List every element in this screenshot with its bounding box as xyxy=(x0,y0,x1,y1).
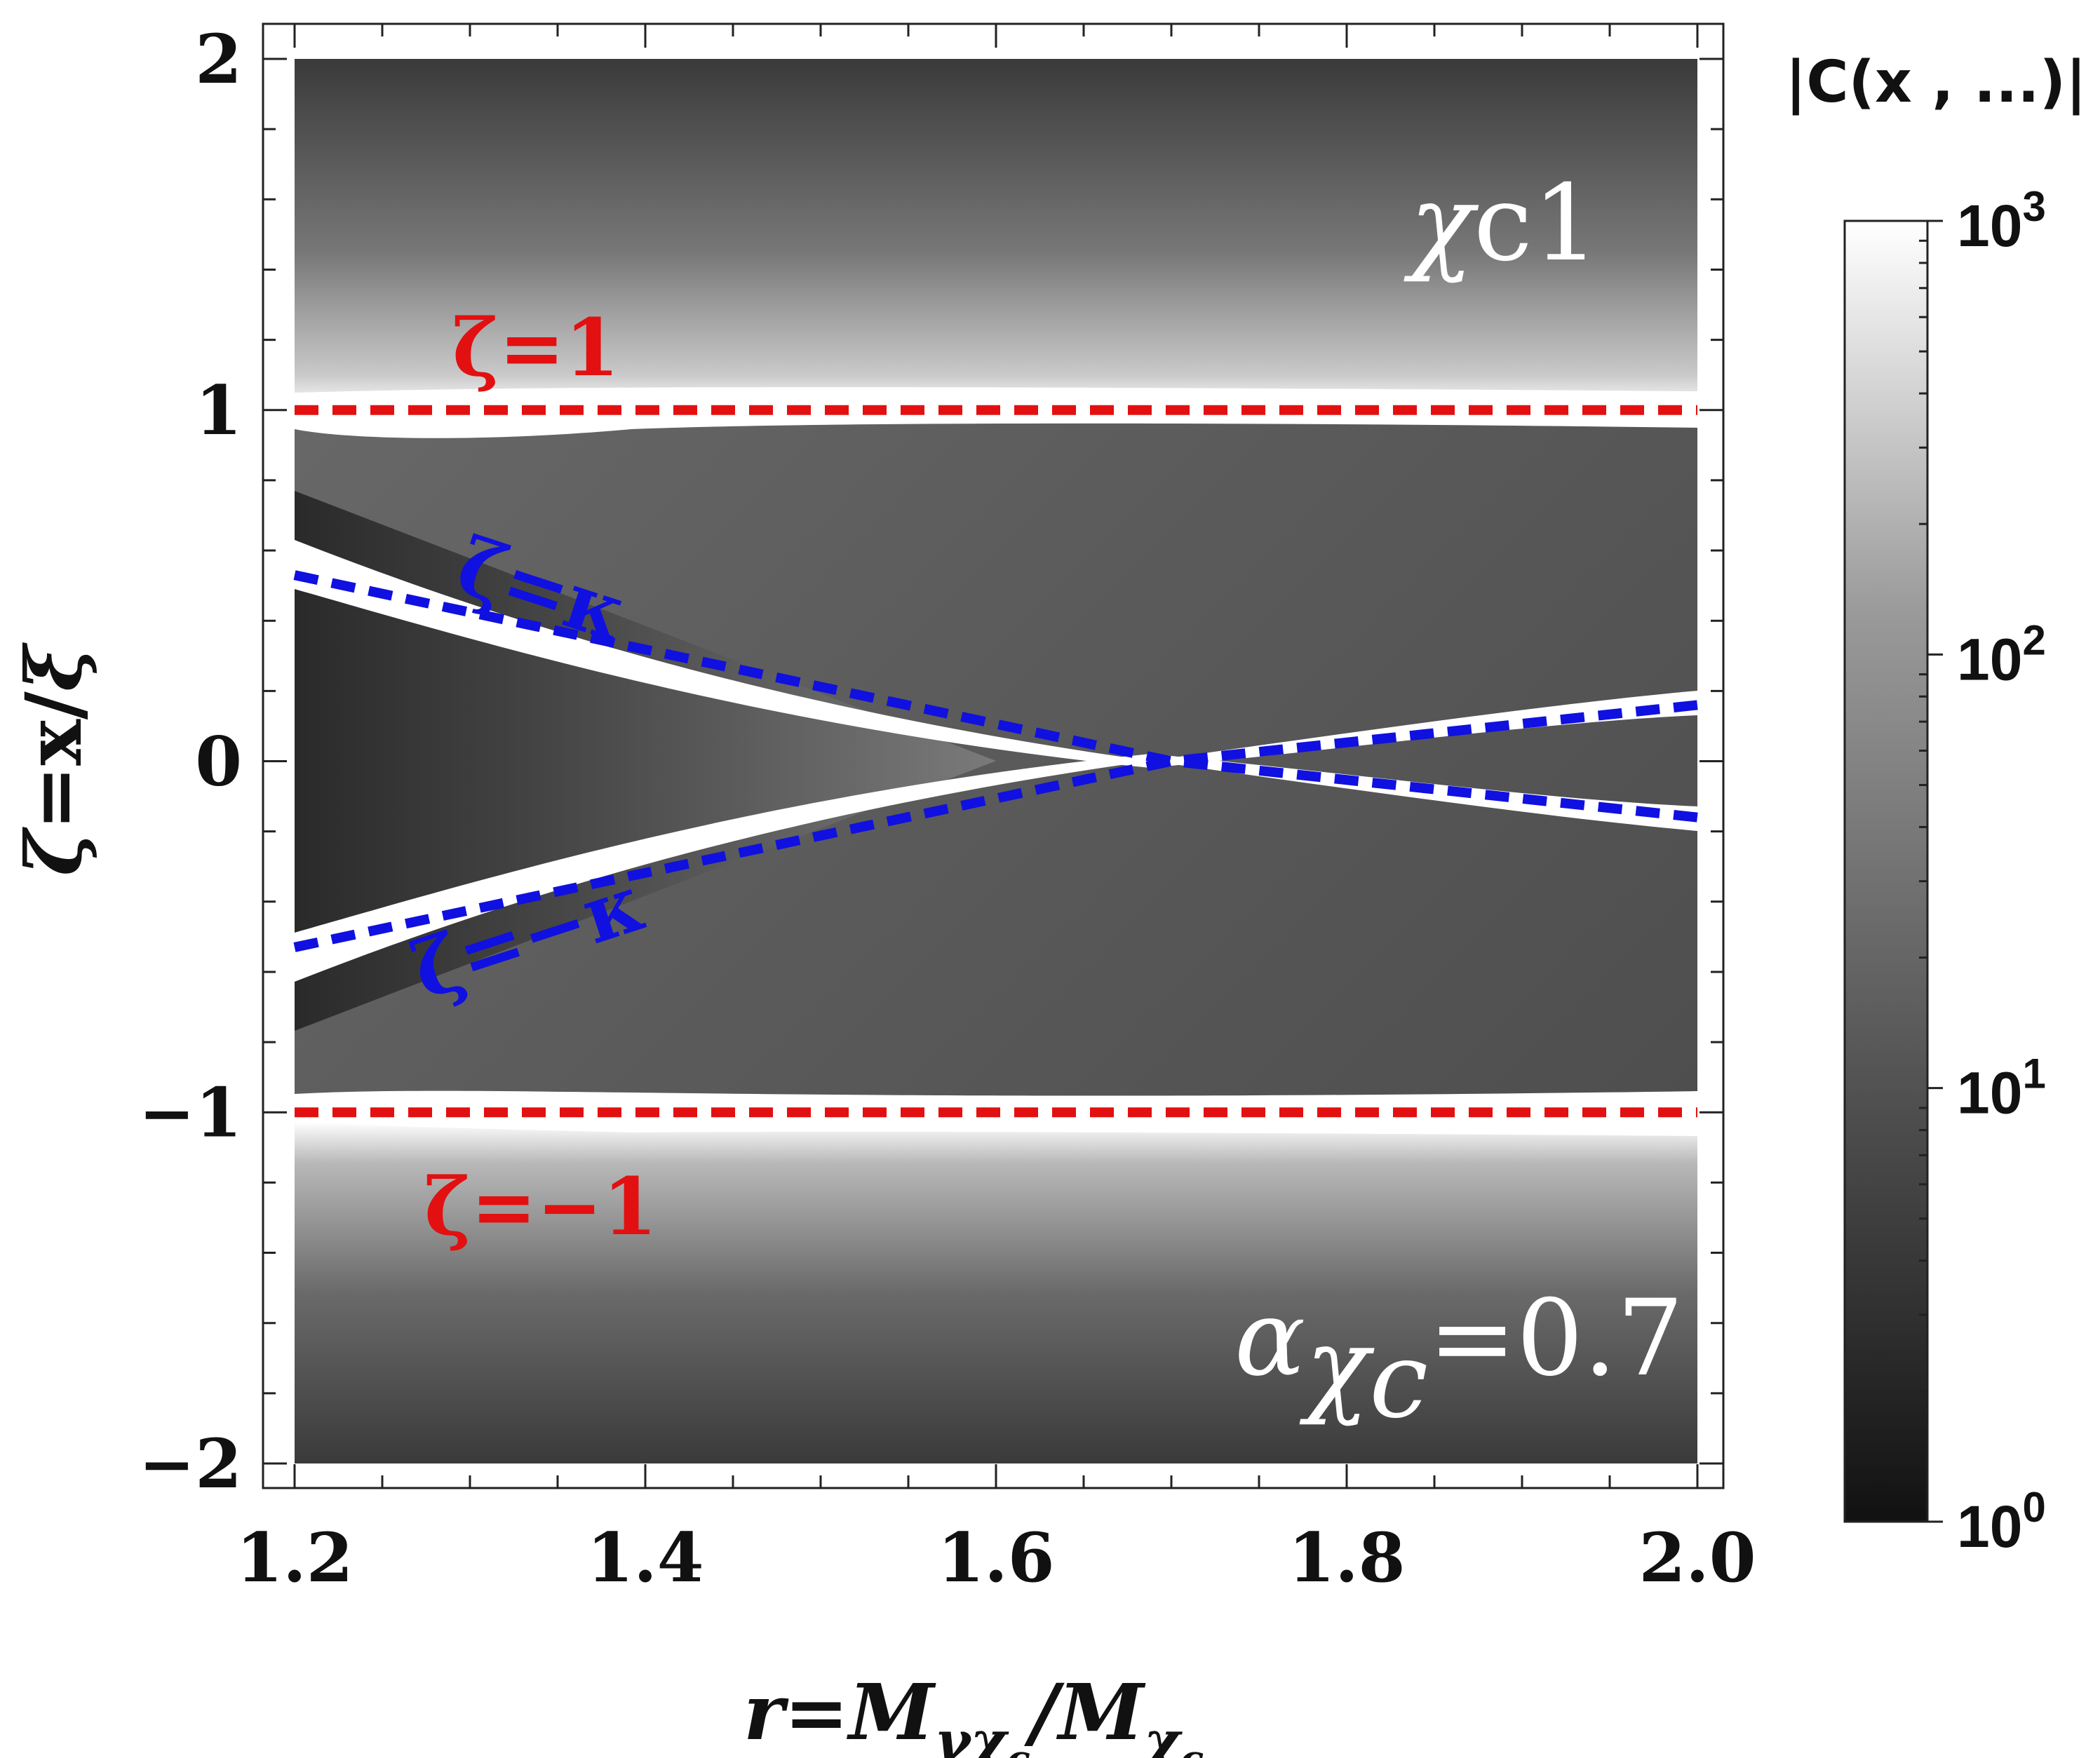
colorbar-tick-label-0: 100 xyxy=(1957,1484,2046,1560)
x-tick-label-3: 1.8 xyxy=(1288,1518,1405,1597)
y-ticks: 2 1 0 −1 −2 xyxy=(139,20,1723,1503)
y-tick-label-2: 0 xyxy=(195,722,242,802)
y-tick-label-4: −2 xyxy=(139,1424,242,1503)
y-tick-label-1: 1 xyxy=(195,371,242,450)
annotation-zeta-minus-1: ζ=−1 xyxy=(424,1161,657,1253)
colorbar-title: |C(x , ...)| xyxy=(1785,49,2087,116)
colorbar-tick-label-1: 101 xyxy=(1957,1050,2046,1126)
x-tick-label-2: 1.6 xyxy=(937,1518,1054,1597)
colorbar xyxy=(1843,219,1929,1523)
y-tick-label-3: −1 xyxy=(139,1073,242,1152)
y-axis-label: ζ=x/ξ xyxy=(8,642,99,876)
series-lines xyxy=(293,405,1698,1118)
x-axis-label: r=Mγχc/Mχc xyxy=(743,1667,1204,1758)
colorbar-tick-label-3: 103 xyxy=(1957,183,2046,259)
annotation-zeta-plus-1: ζ=1 xyxy=(452,302,619,394)
x-tick-label-0: 1.2 xyxy=(236,1518,353,1597)
y-tick-label-0: 2 xyxy=(195,20,242,99)
heatmap-field xyxy=(295,59,1697,1463)
annotation-alpha: αχc=0.7 xyxy=(1234,1278,1683,1442)
x-tick-label-4: 2.0 xyxy=(1638,1518,1756,1597)
annotation-particle: χc1 xyxy=(1404,163,1599,285)
colorbar-tick-label-2: 102 xyxy=(1957,616,2046,692)
x-tick-label-1: 1.4 xyxy=(586,1518,704,1597)
x-ticks: 1.2 1.4 1.6 1.8 2.0 xyxy=(236,24,1756,1597)
colorbar-ticks: 100 101 102 103 xyxy=(1919,183,2046,1560)
